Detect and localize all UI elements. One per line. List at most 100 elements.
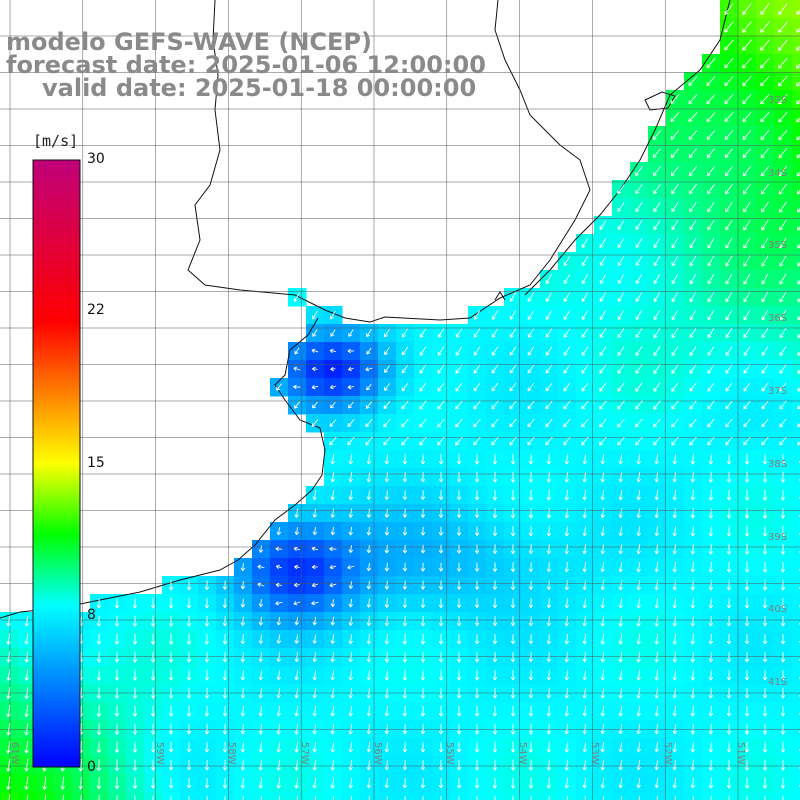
wind-arrow: [96, 651, 102, 663]
wind-arrow: [348, 598, 354, 608]
wind-arrow: [743, 418, 751, 428]
wind-arrow: [170, 795, 172, 800]
wind-arrow: [312, 616, 318, 626]
wind-arrow: [760, 39, 770, 51]
wind-arrow: [257, 564, 265, 570]
wind-arrow: [347, 348, 355, 354]
wind-arrow: [456, 669, 462, 681]
longitude-label: 59W: [154, 742, 165, 765]
wind-arrow: [762, 489, 768, 501]
wind-arrow: [384, 723, 390, 735]
wind-arrow: [653, 364, 661, 374]
wind-arrow: [762, 669, 768, 681]
wind-arrow: [366, 723, 372, 735]
wind-arrow: [600, 741, 605, 753]
wind-arrow: [275, 564, 282, 570]
wind-arrow: [402, 490, 408, 500]
wind-arrow: [402, 687, 408, 699]
wind-arrow: [671, 418, 679, 428]
wind-arrow: [780, 471, 786, 483]
wind-cell: [198, 792, 217, 800]
wind-arrow: [311, 419, 319, 427]
wind-arrow: [401, 346, 409, 356]
wind-cell: [792, 126, 800, 145]
wind-arrow: [760, 183, 769, 195]
wind-arrow: [312, 687, 317, 699]
wind-arrow: [492, 580, 498, 590]
wind-arrow: [671, 292, 679, 303]
colorbar-tick-label: 0: [87, 759, 96, 775]
wind-arrow: [402, 723, 408, 735]
wind-arrow: [636, 579, 641, 591]
wind-arrow: [707, 219, 715, 231]
wind-arrow: [348, 669, 353, 681]
wind-arrow: [618, 544, 623, 555]
wind-arrow: [618, 597, 623, 609]
wind-arrow: [780, 579, 786, 591]
wind-arrow: [402, 633, 408, 645]
wind-arrow: [114, 777, 120, 789]
wind-arrow: [762, 525, 768, 537]
wind-arrow: [492, 759, 498, 771]
wind-arrow: [258, 634, 264, 644]
wind-arrow: [438, 454, 444, 465]
wind-arrow: [563, 364, 571, 374]
wind-arrow: [422, 795, 424, 800]
wind-arrow: [744, 579, 750, 591]
wind-arrow: [564, 544, 570, 555]
wind-arrow: [366, 669, 371, 681]
wind-arrow: [348, 634, 353, 645]
wind-arrow: [204, 580, 210, 591]
wind-arrow: [635, 364, 643, 374]
wind-arrow: [311, 384, 319, 390]
wind-arrow: [186, 742, 192, 753]
wind-arrow: [688, 76, 698, 87]
wind-arrow: [311, 600, 319, 606]
wind-arrow: [689, 364, 697, 374]
wind-arrow: [582, 705, 587, 717]
wind-cell: [792, 396, 800, 415]
wind-arrow: [689, 400, 697, 410]
wind-arrow: [617, 292, 625, 302]
wind-arrow: [132, 651, 138, 663]
wind-arrow: [312, 705, 317, 717]
wind-arrow: [564, 471, 570, 483]
wind-arrow: [402, 741, 408, 753]
wind-arrow: [546, 634, 552, 645]
wind-arrow: [582, 544, 587, 555]
latitude-label: 40S: [768, 604, 788, 615]
wind-arrow: [348, 616, 354, 626]
wind-arrow: [401, 400, 409, 410]
wind-arrow: [6, 669, 11, 681]
wind-arrow: [168, 777, 174, 789]
wind-arrow: [690, 651, 696, 663]
wind-arrow: [473, 382, 481, 392]
wind-arrow: [384, 347, 390, 356]
wind-arrow: [510, 759, 516, 771]
wind-arrow: [186, 760, 192, 771]
wind-arrow: [725, 418, 733, 428]
wind-arrow: [778, 3, 788, 16]
wind-arrow: [564, 669, 570, 681]
wind-arrow: [707, 201, 715, 213]
wind-arrow: [654, 705, 659, 717]
latitude-label: 41S: [768, 677, 788, 688]
wind-arrow: [707, 255, 715, 267]
wind-arrow: [653, 346, 661, 356]
wind-arrow: [761, 400, 769, 410]
wind-arrow: [474, 562, 480, 572]
wind-arrow: [743, 273, 751, 285]
wind-arrow: [348, 366, 354, 372]
wind-arrow: [707, 400, 715, 410]
wind-arrow: [474, 598, 480, 608]
wind-arrow: [779, 273, 787, 285]
wind-arrow: [797, 207, 800, 213]
wind-arrow: [330, 453, 335, 465]
wind-arrow: [474, 453, 480, 465]
wind-cell: [792, 360, 800, 379]
wind-arrow: [383, 436, 391, 446]
wind-arrow: [420, 453, 426, 465]
wind-arrow: [688, 112, 698, 123]
wind-arrow: [456, 723, 462, 735]
wind-arrow: [725, 183, 733, 195]
